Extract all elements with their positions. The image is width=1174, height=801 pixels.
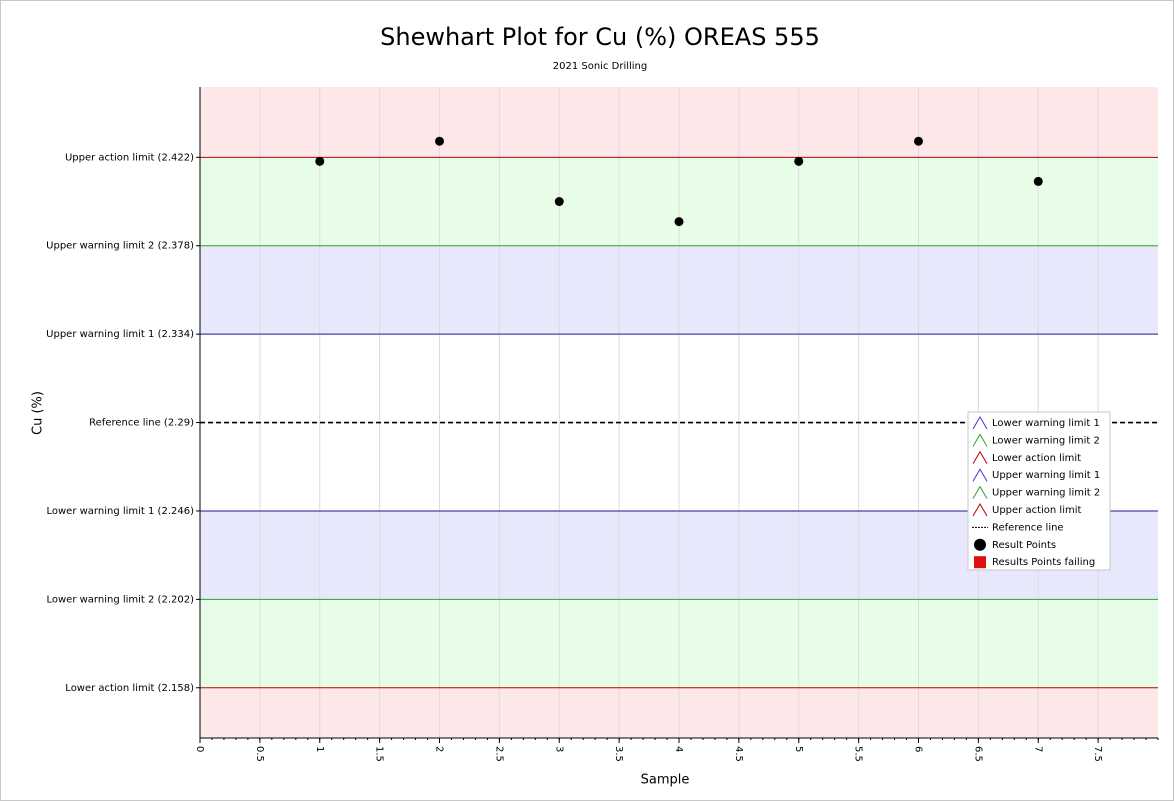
chart-title: Shewhart Plot for Cu (%) OREAS 555	[380, 23, 820, 51]
x-tick-label: 6.5	[972, 746, 983, 762]
x-tick-label: 5.5	[853, 746, 864, 762]
y-tick-label: Upper warning limit 1 (2.334)	[46, 329, 194, 340]
legend-label: Lower warning limit 2	[992, 435, 1100, 446]
y-tick-label: Upper action limit (2.422)	[65, 152, 194, 163]
legend-symbol	[974, 538, 986, 551]
legend-label: Lower warning limit 1	[992, 418, 1100, 429]
legend-symbol	[972, 450, 988, 465]
legend-box	[967, 411, 1111, 571]
x-tick-label: 7	[1032, 746, 1043, 752]
legend-symbol	[974, 556, 986, 569]
legend-label: Lower action limit	[992, 453, 1081, 464]
legend-label: Reference line	[992, 522, 1064, 533]
x-tick-label: 5	[793, 746, 804, 752]
legend-label: Upper action limit	[992, 505, 1081, 516]
x-tick-label: 1.5	[374, 746, 385, 762]
x-tick-label: 1	[314, 746, 325, 752]
y-axis-label: Cu (%)	[31, 391, 46, 435]
x-tick-label: 2.5	[493, 746, 504, 762]
legend-label: Upper warning limit 2	[992, 488, 1100, 499]
result-point	[914, 136, 923, 146]
chart-subtitle: 2021 Sonic Drilling	[553, 61, 648, 72]
result-point	[1033, 176, 1043, 186]
legend-label: Result Points	[992, 540, 1056, 551]
x-tick-label: 4	[673, 746, 684, 752]
x-tick-label: 3	[553, 746, 564, 752]
y-tick-label: Lower warning limit 2 (2.202)	[46, 594, 194, 605]
result-point	[674, 217, 684, 227]
result-point	[794, 156, 804, 166]
result-point	[315, 156, 325, 166]
y-tick-label: Reference line (2.29)	[89, 418, 194, 429]
legend-symbol	[972, 503, 988, 517]
x-tick-label: 2	[434, 746, 445, 752]
legend-label: Upper warning limit 1	[992, 470, 1100, 481]
y-tick-label: Lower warning limit 1 (2.246)	[46, 506, 194, 517]
y-tick-label: Upper warning limit 2 (2.378)	[46, 241, 194, 252]
legend-symbol	[972, 468, 988, 482]
x-axis-label: Sample	[641, 773, 690, 788]
x-tick-label: 0.5	[254, 746, 265, 762]
x-tick-label: 4.5	[733, 746, 744, 762]
legend-label: Results Points failing	[992, 557, 1095, 568]
legend-symbol	[972, 485, 988, 499]
legend-symbol	[972, 416, 988, 430]
x-tick-label: 3.5	[613, 746, 624, 762]
legend-symbol	[972, 433, 988, 447]
x-tick-label: 0	[194, 746, 205, 752]
result-point	[435, 136, 444, 146]
x-tick-label: 6	[913, 746, 924, 752]
result-point	[554, 197, 564, 207]
x-tick-label: 7.5	[1092, 746, 1103, 762]
y-tick-label: Lower action limit (2.158)	[65, 683, 194, 694]
